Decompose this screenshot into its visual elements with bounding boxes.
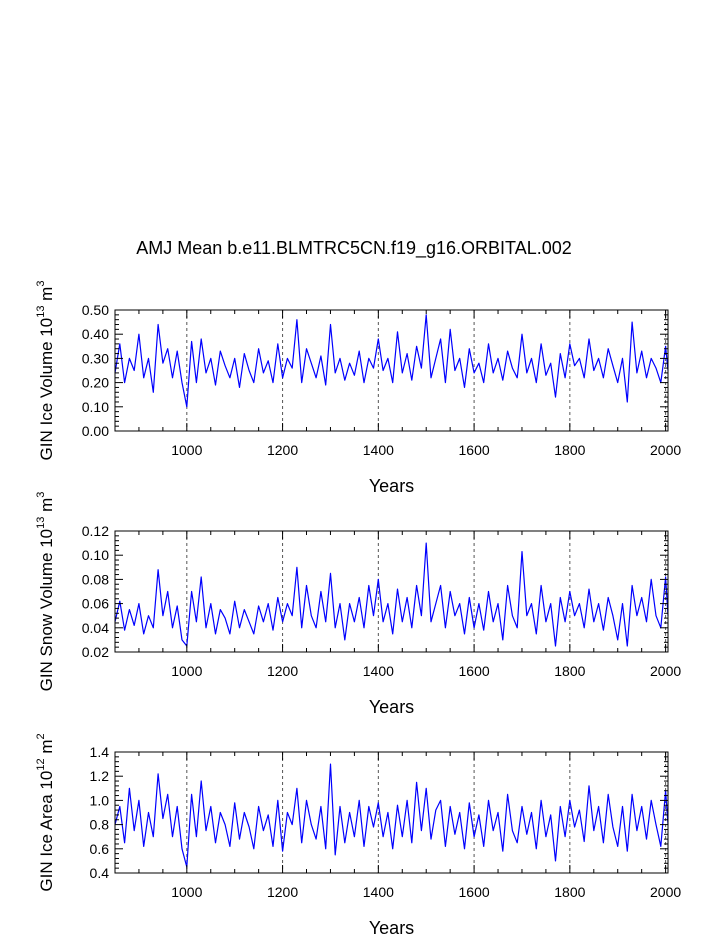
x-axis-label: Years — [369, 476, 414, 496]
y-tick-label: 0.10 — [82, 547, 109, 563]
y-axis-label-unit-exponent: 2 — [35, 733, 47, 739]
panel-ice-area: 0.4 0.6 0.8 1.0 1.2 1.4 1000 1200 1400 1600 1800 20… — [35, 733, 681, 935]
x-tick-label: 2000 — [650, 663, 681, 679]
x-tick-label: 1400 — [363, 442, 394, 458]
y-tick-label: 1.4 — [90, 744, 110, 760]
y-tick-label: 0.04 — [82, 620, 109, 636]
y-axis-label-exponent: 13 — [35, 517, 47, 529]
y-tick-label: 0.40 — [82, 326, 109, 342]
plot-frame — [114, 309, 669, 432]
y-tick-label: 0.02 — [82, 644, 109, 660]
y-tick-label: 0.6 — [90, 841, 110, 857]
y-axis-label: GIN Ice Area 1012 m2 — [35, 733, 56, 891]
data-line-ice-area — [114, 763, 669, 868]
y-tick-label: 0.00 — [82, 423, 109, 439]
y-axis-label-unit-exponent: 3 — [35, 281, 47, 287]
x-tick-label: 1200 — [267, 663, 298, 679]
panel-snow-volume: 0.02 0.04 0.06 0.08 0.10 0.12 1000 1200 1400 1600… — [35, 492, 681, 717]
y-axis-label-unit: m — [37, 287, 56, 306]
x-tick-label: 1600 — [459, 663, 490, 679]
x-tick-label: 1600 — [459, 884, 490, 900]
x-tick-label: 2000 — [650, 884, 681, 900]
x-tick-label: 1000 — [171, 884, 202, 900]
y-axis-label: GIN Snow Volume 1013 m3 — [35, 492, 56, 692]
x-axis-label: Years — [369, 697, 414, 717]
y-axis-label: GIN Ice Volume 1013 m3 — [35, 281, 56, 461]
x-tick-label: 1400 — [363, 663, 394, 679]
y-axis-label-exponent: 13 — [35, 306, 47, 318]
y-tick-label: 0.30 — [82, 350, 109, 366]
plot-frame — [114, 751, 669, 874]
y-tick-label: 0.50 — [82, 302, 109, 318]
y-tick-label: 0.4 — [90, 865, 110, 881]
y-tick-label: 0.12 — [82, 523, 109, 539]
x-tick-label: 1800 — [554, 884, 585, 900]
y-tick-label: 1.2 — [90, 768, 110, 784]
y-tick-label: 0.06 — [82, 596, 109, 612]
x-tick-label: 1000 — [171, 442, 202, 458]
x-tick-label: 1400 — [363, 884, 394, 900]
y-tick-label: 0.10 — [82, 399, 109, 415]
y-tick-label: 1.0 — [90, 792, 110, 808]
x-axis-label: Years — [369, 918, 414, 935]
y-axis-label-main: GIN Ice Volume 10 — [37, 318, 56, 461]
y-axis-label-unit-exponent: 3 — [35, 492, 47, 498]
y-tick-label: 0.20 — [82, 375, 109, 391]
plot-frame — [114, 530, 669, 653]
data-line-ice-volume — [114, 314, 669, 408]
x-tick-label: 2000 — [650, 442, 681, 458]
y-tick-label: 0.8 — [90, 817, 110, 833]
panel-ice-volume: 0.00 0.10 0.20 0.30 0.40 0.50 1000 1200 1400 1600… — [35, 281, 681, 496]
panels: 0.00 0.10 0.20 0.30 0.40 0.50 1000 1200 1400 1600… — [35, 281, 681, 935]
y-tick-label: 0.08 — [82, 571, 109, 587]
x-tick-label: 1800 — [554, 663, 585, 679]
data-line-snow-volume — [114, 542, 669, 647]
x-tick-label: 1200 — [267, 442, 298, 458]
chart-title: AMJ Mean b.e11.BLMTRC5CN.f19_g16.ORBITAL… — [136, 238, 572, 259]
y-axis-label-main: GIN Snow Volume 10 — [37, 529, 56, 692]
y-axis-label-exponent: 12 — [35, 758, 47, 770]
x-tick-label: 1200 — [267, 884, 298, 900]
x-tick-label: 1600 — [459, 442, 490, 458]
y-axis-label-main: GIN Ice Area 10 — [37, 771, 56, 892]
y-axis-label-unit: m — [37, 740, 56, 759]
y-axis-label-unit: m — [37, 498, 56, 517]
x-tick-label: 1000 — [171, 663, 202, 679]
x-tick-label: 1800 — [554, 442, 585, 458]
